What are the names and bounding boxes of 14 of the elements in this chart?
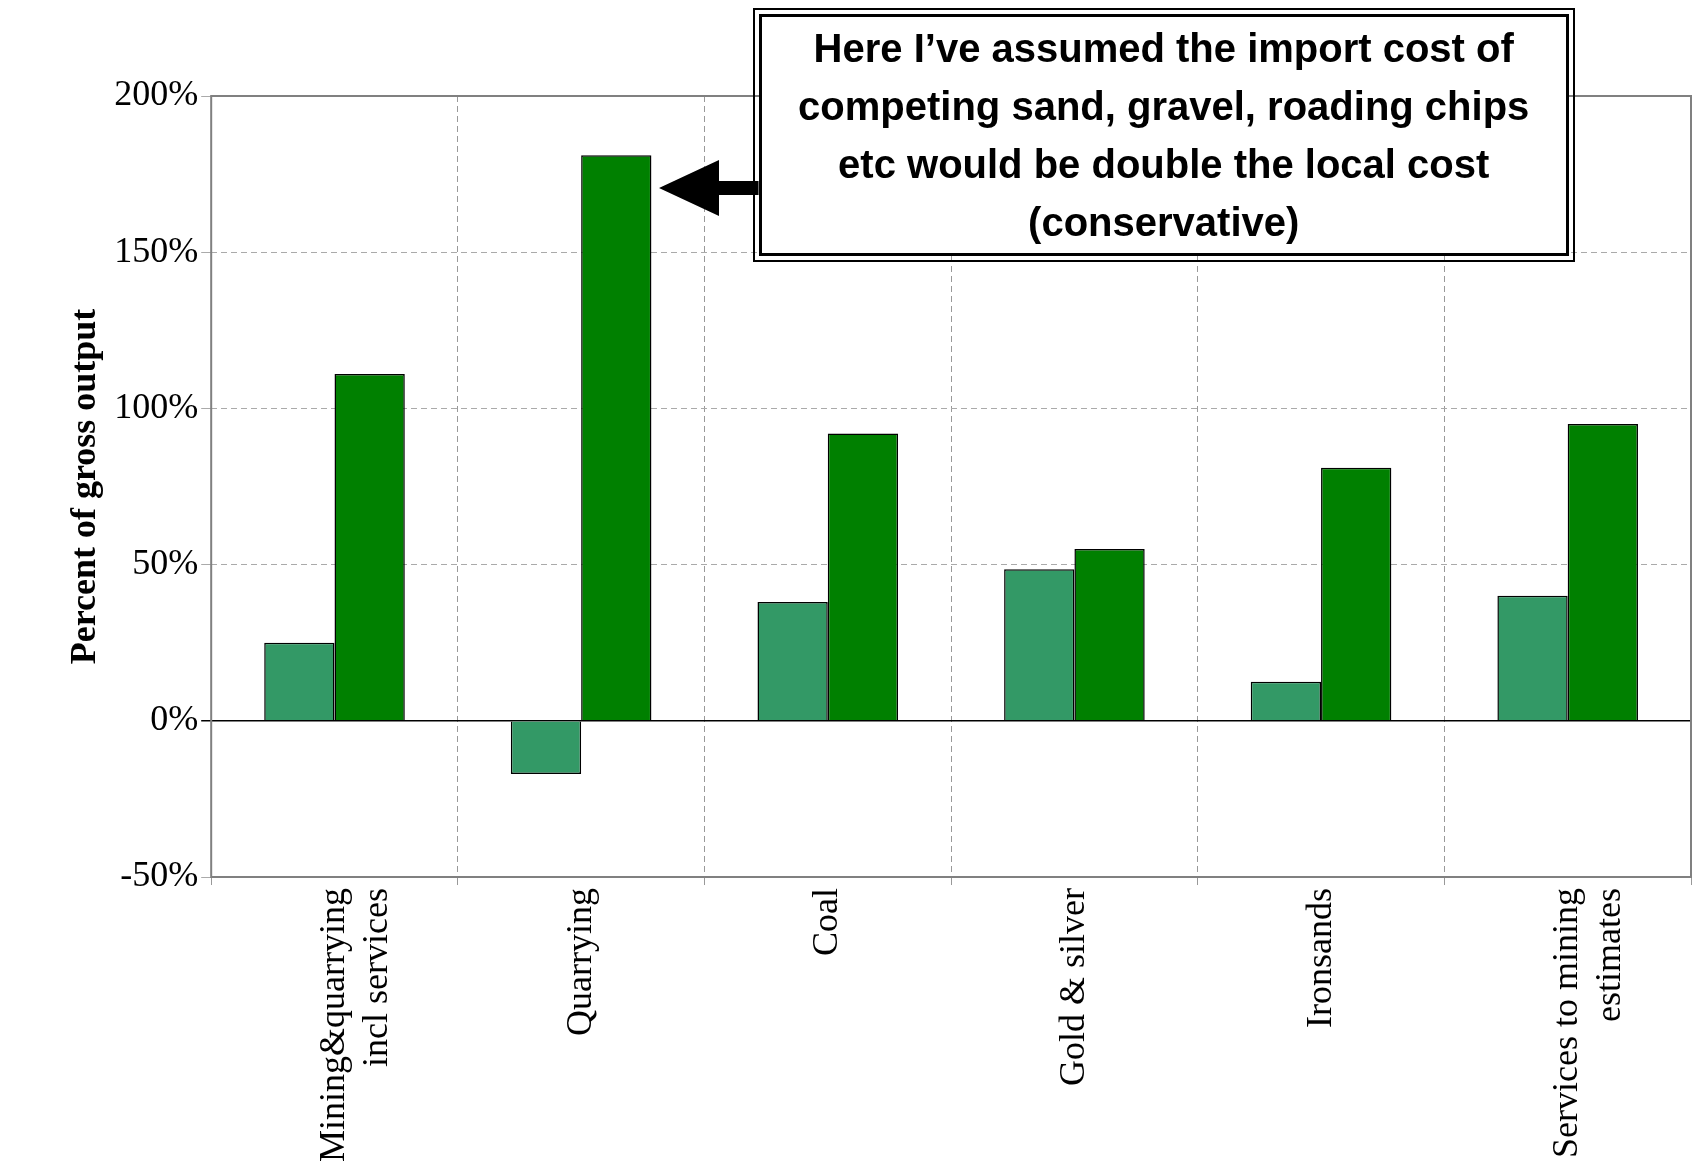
y-tick-label: 0%: [150, 698, 199, 739]
y-tick-label: 200%: [114, 73, 199, 114]
x-tick-label: Services to mining estimates: [1545, 888, 1629, 1158]
x-tick-label: Gold & silver: [1051, 888, 1092, 1087]
y-tick-label: 50%: [132, 542, 199, 583]
x-tick-label: Coal: [805, 888, 846, 957]
y-tick-label: 150%: [114, 229, 199, 270]
y-tick-label: -50%: [120, 854, 199, 895]
x-tick-label: Ironsands: [1298, 888, 1339, 1029]
annotation: Here I’ve assumed the import cost of competing sand, gravel, roading chips etc would be double the local cost (conservative): [758, 14, 1569, 256]
x-tick-label: Quarrying: [558, 888, 599, 1036]
x-tick-label: Mining&quarrying incl services: [311, 888, 396, 1163]
y-tick-label: 100%: [114, 385, 199, 426]
y-axis-title: Percent of gross output: [62, 308, 103, 665]
